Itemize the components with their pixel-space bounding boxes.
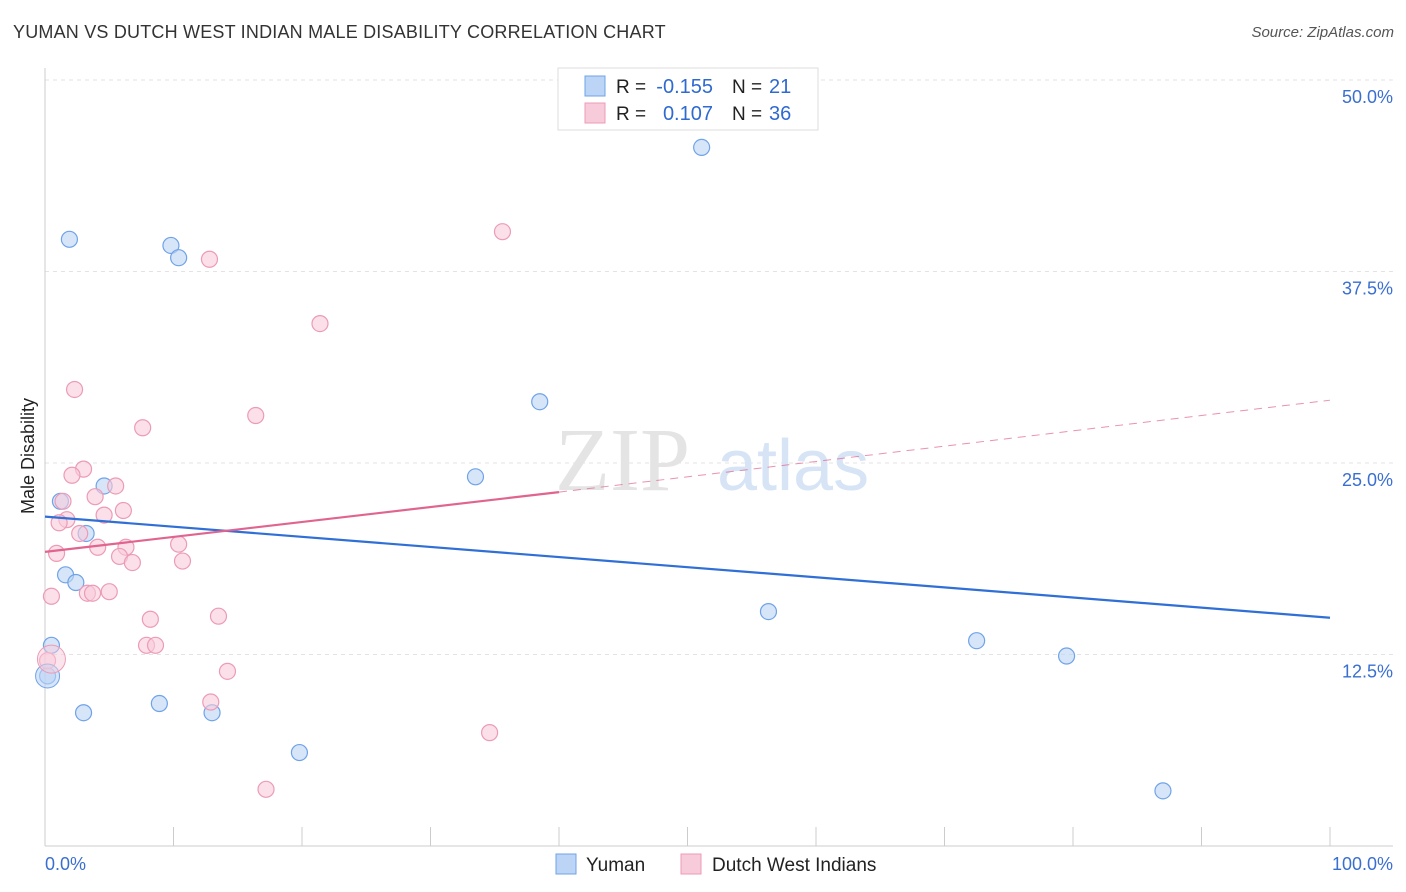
data-point-yuman (60, 230, 79, 248)
data-point-dutch-west-indians (42, 587, 61, 605)
data-point-dutch-west-indians (47, 544, 66, 562)
y-tick-label: 12.5% (1342, 662, 1393, 682)
data-point-yuman (693, 138, 711, 157)
data-point-yuman (968, 632, 986, 650)
data-point-dutch-west-indians (95, 506, 113, 524)
legend-n-value: 36 (769, 103, 791, 125)
legend-n-label: N = (732, 104, 762, 125)
data-point-dutch-west-indians (71, 524, 89, 543)
legend-swatch (584, 102, 606, 124)
data-point-yuman (466, 468, 485, 486)
data-point-yuman (759, 603, 778, 621)
data-point-dutch-west-indians (493, 223, 512, 241)
data-point-dutch-west-indians (311, 314, 329, 333)
data-point-dutch-west-indians (200, 250, 219, 268)
legend-r-value: 0.107 (663, 103, 713, 125)
watermark: ZIP (555, 411, 690, 510)
data-point-dutch-west-indians (481, 724, 499, 742)
data-point-dutch-west-indians (247, 406, 265, 425)
trend-line-dutch-west-indians (558, 399, 1331, 493)
data-point-yuman (1057, 647, 1076, 665)
legend-r-label: R = (616, 77, 646, 98)
legend-label-yuman: Yuman (586, 855, 645, 876)
data-point-dutch-west-indians (202, 693, 220, 711)
data-point-yuman (531, 393, 549, 411)
watermark: atlas (717, 426, 869, 506)
data-point-dutch-west-indians (63, 466, 81, 484)
data-point-dutch-west-indians (141, 610, 159, 628)
data-point-dutch-west-indians (146, 636, 165, 654)
data-point-dutch-west-indians (134, 419, 152, 437)
data-point-dutch-west-indians (123, 553, 141, 572)
legend-n-value: 21 (769, 76, 791, 98)
data-point-dutch-west-indians (83, 584, 102, 602)
data-point-dutch-west-indians (65, 380, 84, 399)
data-point-dutch-west-indians (100, 583, 118, 601)
data-point-dutch-west-indians (257, 780, 275, 798)
y-tick-label: 37.5% (1342, 279, 1393, 299)
data-point-dutch-west-indians (114, 501, 132, 520)
data-point-dutch-west-indians (170, 535, 188, 553)
legend-r-label: R = (616, 104, 646, 125)
x-tick-label: 0.0% (45, 854, 86, 874)
data-point-yuman (162, 236, 180, 255)
legend-swatch (584, 75, 606, 97)
x-tick-label: 100.0% (1332, 854, 1393, 874)
data-point-dutch-west-indians (107, 477, 125, 495)
data-point-yuman (67, 573, 85, 592)
data-point-dutch-west-indians (218, 662, 237, 680)
data-point-yuman (170, 249, 188, 267)
data-point-dutch-west-indians (54, 492, 72, 510)
y-tick-label: 50.0% (1342, 87, 1393, 107)
chart-title: YUMAN VS DUTCH WEST INDIAN MALE DISABILI… (13, 22, 666, 42)
legend-n-label: N = (732, 77, 762, 98)
y-tick-label: 25.0% (1342, 470, 1393, 490)
legend-label-dutch-west-indians: Dutch West Indians (712, 855, 876, 876)
data-point-yuman (150, 694, 168, 713)
legend-swatch-yuman (555, 853, 577, 875)
data-point-dutch-west-indians (173, 552, 192, 570)
legend-swatch-dutch-west-indians (680, 853, 702, 875)
data-point-yuman (1154, 782, 1172, 800)
trend-line-yuman (44, 515, 1331, 619)
data-point-yuman (290, 743, 309, 762)
y-axis-label: Male Disability (18, 398, 38, 514)
data-point-dutch-west-indians (86, 488, 104, 506)
chart-source: Source: ZipAtlas.com (1251, 24, 1394, 41)
data-point-dutch-west-indians (36, 644, 66, 674)
legend-r-value: -0.155 (656, 76, 713, 98)
trend-line-dutch-west-indians (44, 491, 560, 553)
data-point-dutch-west-indians (209, 607, 228, 625)
data-point-yuman (74, 704, 93, 722)
